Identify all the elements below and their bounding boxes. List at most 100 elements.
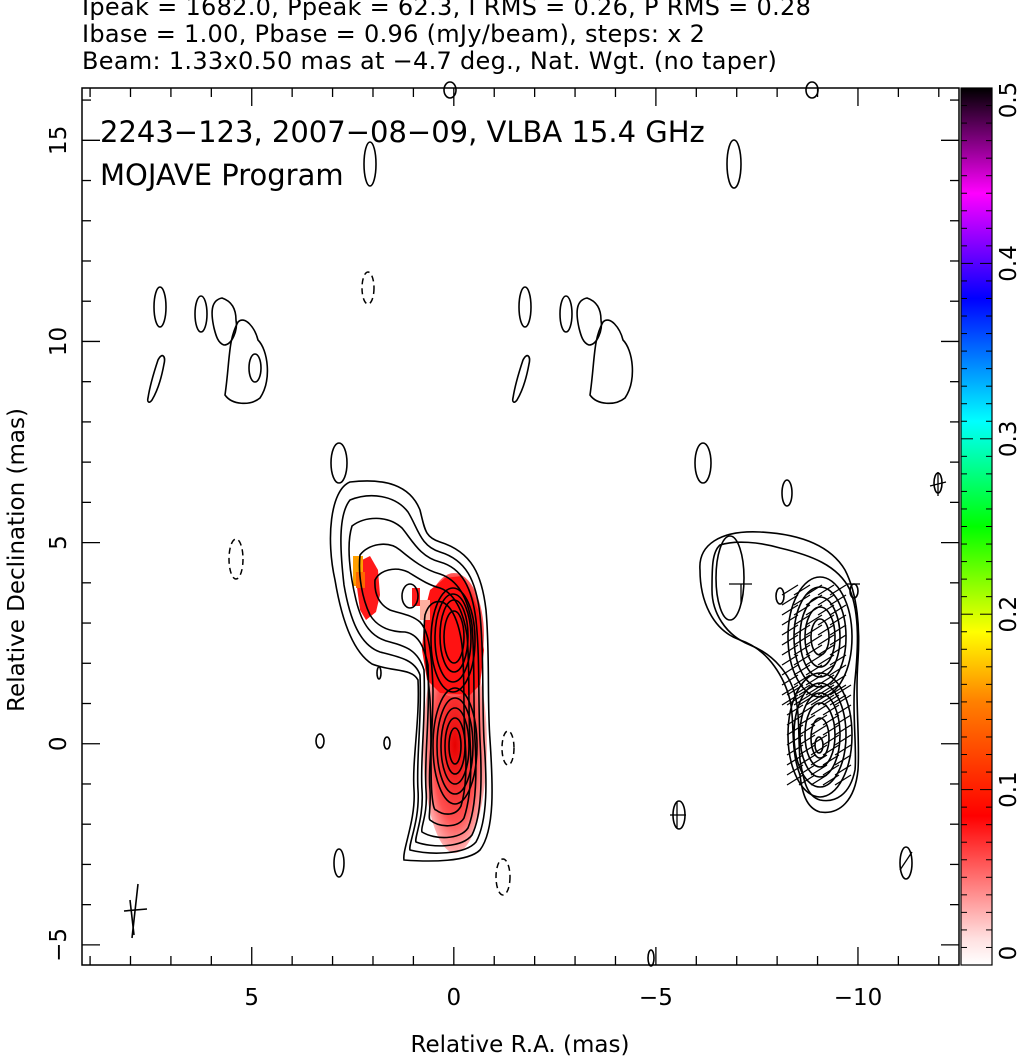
evpa-tick xyxy=(798,754,816,766)
header-base-line: Ibase = 1.00, Pbase = 0.96 (mJy/beam), s… xyxy=(82,20,706,48)
header-peak-line: Ipeak = 1682.0, Ppeak = 62.3, I RMS = 0.… xyxy=(82,0,812,21)
evpa-tick xyxy=(810,694,828,706)
evpa-tick xyxy=(793,694,811,706)
y-axis-label: Relative Declination (mas) xyxy=(4,408,30,712)
evpa-tick xyxy=(798,764,816,776)
evpa-tick xyxy=(786,684,804,696)
y-tick-label: 0 xyxy=(46,736,72,751)
evpa-tick xyxy=(822,734,840,746)
plot-frame xyxy=(81,87,960,966)
evpa-tick xyxy=(793,664,811,676)
negative-contours xyxy=(228,271,515,896)
evpa-tick xyxy=(822,764,840,776)
evpa-tick xyxy=(798,774,816,786)
evpa-tick xyxy=(817,684,835,696)
evpa-tick xyxy=(798,714,816,726)
evpa-tick xyxy=(781,614,799,626)
evpa-tick xyxy=(798,724,816,736)
header: Ipeak = 1682.0, Ppeak = 62.3, I RMS = 0.… xyxy=(82,0,1012,75)
evpa-tick xyxy=(781,624,799,636)
x-axis-tick-labels: 5 0 −5 −10 xyxy=(244,985,882,1011)
evpa-tick xyxy=(798,744,816,756)
evpa-tick xyxy=(899,851,913,871)
evpa-tick xyxy=(786,694,804,706)
evpa-tick xyxy=(781,604,799,616)
evpa-tick xyxy=(810,734,828,746)
x-tick-label: −5 xyxy=(639,985,673,1011)
y-tick-label: 10 xyxy=(46,327,72,356)
chart-subtitle: MOJAVE Program xyxy=(100,158,344,192)
x-axis-label: Relative R.A. (mas) xyxy=(411,1032,630,1058)
evpa-tick xyxy=(805,644,823,656)
evpa-tick xyxy=(834,754,852,766)
evpa-tick xyxy=(822,744,840,756)
evpa-tick xyxy=(793,594,811,606)
colorbar-tick-label: 0.4 xyxy=(996,245,1022,282)
evpa-tick xyxy=(793,654,811,666)
evpa-tick xyxy=(829,584,847,596)
chart-title: 2243−123, 2007−08−09, VLBA 15.4 GHz xyxy=(100,115,705,149)
y-tick-label: 15 xyxy=(46,126,72,155)
evpa-tick xyxy=(805,594,823,606)
y-tick-label: −5 xyxy=(46,928,72,962)
evpa-tick xyxy=(829,684,847,696)
evpa-tick xyxy=(793,604,811,616)
evpa-tick xyxy=(781,594,799,606)
evpa-tick xyxy=(822,774,840,786)
evpa-tick xyxy=(834,724,852,736)
evpa-tick xyxy=(834,684,852,696)
evpa-tick xyxy=(786,774,804,786)
evpa-tick xyxy=(786,724,804,736)
evpa-tick xyxy=(810,764,828,776)
evpa-tick xyxy=(781,694,799,706)
evpa-vectors xyxy=(670,472,947,871)
evpa-tick xyxy=(810,684,828,696)
evpa-tick xyxy=(817,594,835,606)
evpa-tick xyxy=(786,754,804,766)
evpa-tick xyxy=(805,664,823,676)
fractional-polarization-fill xyxy=(353,556,487,853)
x-tick-label: 5 xyxy=(244,985,259,1011)
evpa-tick xyxy=(822,704,840,716)
evpa-tick xyxy=(817,624,835,636)
colorbar-tick-label: 0 xyxy=(996,946,1022,961)
evpa-tick xyxy=(805,674,823,686)
evpa-tick xyxy=(786,764,804,776)
colorbar-tick-label: 0.3 xyxy=(996,421,1022,458)
evpa-tick xyxy=(781,644,799,656)
evpa-tick xyxy=(798,694,816,706)
evpa-tick xyxy=(817,664,835,676)
evpa-tick xyxy=(834,744,852,756)
evpa-tick xyxy=(793,624,811,636)
evpa-tick xyxy=(822,724,840,736)
evpa-tick xyxy=(817,584,835,596)
evpa-tick xyxy=(781,684,799,696)
beam-marker xyxy=(123,883,148,939)
evpa-tick xyxy=(817,694,835,706)
evpa-tick xyxy=(781,634,799,646)
evpa-tick xyxy=(793,644,811,656)
evpa-tick xyxy=(793,614,811,626)
total-intensity-contours xyxy=(129,81,655,967)
colorbar-tick-label: 0.5 xyxy=(996,82,1022,119)
evpa-tick xyxy=(805,694,823,706)
evpa-tick xyxy=(805,654,823,666)
evpa-tick xyxy=(805,624,823,636)
evpa-tick xyxy=(805,584,823,596)
evpa-tick xyxy=(829,674,847,686)
evpa-tick xyxy=(829,604,847,616)
x-tick-label: −10 xyxy=(834,985,883,1011)
evpa-tick xyxy=(829,624,847,636)
evpa-tick xyxy=(829,634,847,646)
evpa-tick xyxy=(793,674,811,686)
evpa-tick xyxy=(805,684,823,696)
y-axis-ticks xyxy=(82,139,959,946)
evpa-tick xyxy=(798,684,816,696)
evpa-tick xyxy=(834,734,852,746)
evpa-tick xyxy=(793,634,811,646)
evpa-tick xyxy=(817,614,835,626)
y-axis-tick-labels: −5 0 5 10 15 xyxy=(46,126,72,962)
evpa-tick xyxy=(829,694,847,706)
colorbar: 0 0.1 0.2 0.3 0.4 0.5 xyxy=(960,82,1022,966)
